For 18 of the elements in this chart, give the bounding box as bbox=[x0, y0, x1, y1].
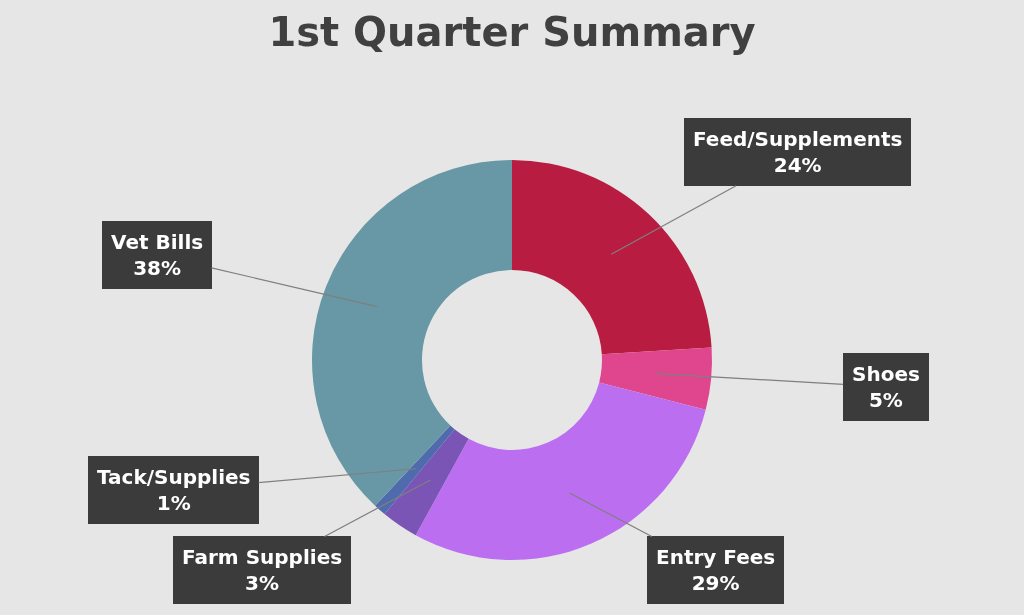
data-label: 38% bbox=[133, 256, 182, 280]
donut-slice bbox=[384, 429, 469, 536]
data-label: 24% bbox=[773, 153, 822, 177]
data-label: 5% bbox=[868, 388, 903, 412]
slice-label: Shoes bbox=[852, 362, 920, 386]
donut-slice bbox=[312, 160, 512, 506]
data-label: 3% bbox=[245, 571, 280, 595]
data-label: 1% bbox=[156, 491, 191, 515]
slice-label: Farm Supplies bbox=[182, 545, 343, 569]
data-label: 29% bbox=[691, 571, 740, 595]
slice-label: Entry Fees bbox=[656, 545, 776, 569]
chart-title: 1st Quarter Summary bbox=[268, 9, 756, 56]
donut-slice bbox=[375, 425, 455, 515]
slice-label: Vet Bills bbox=[111, 230, 204, 254]
donut-slice bbox=[512, 160, 712, 355]
slice-label: Feed/Supplements bbox=[693, 127, 903, 151]
slice-label: Tack/Supplies bbox=[97, 465, 251, 489]
donut-slice bbox=[599, 347, 712, 410]
